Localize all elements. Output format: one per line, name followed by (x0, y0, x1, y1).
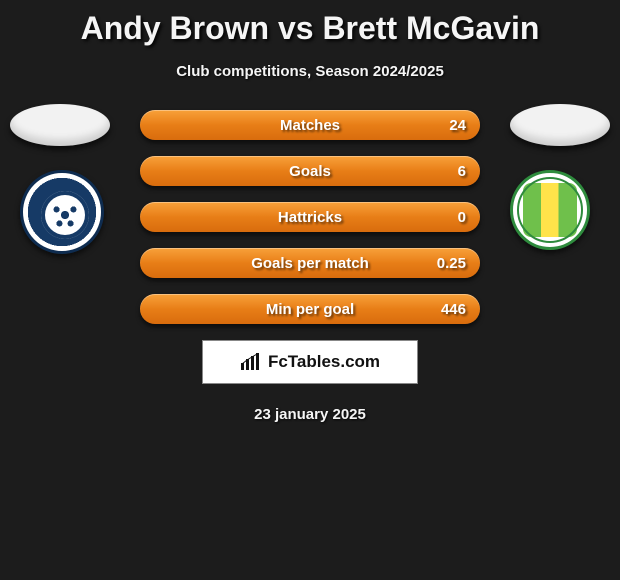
stat-row: Goals per match 0.25 (140, 248, 480, 278)
page-subtitle: Club competitions, Season 2024/2025 (0, 63, 620, 80)
stat-value: 0.25 (437, 248, 466, 278)
player-avatar-right (510, 104, 610, 146)
page-title: Andy Brown vs Brett McGavin (0, 0, 620, 47)
chart-bars-icon (240, 353, 262, 371)
brand-label: FcTables.com (268, 352, 380, 372)
stat-value: 0 (458, 202, 466, 232)
stat-row: Goals 6 (140, 156, 480, 186)
comparison-panel: Matches 24 Goals 6 Hattricks 0 Goals per… (0, 110, 620, 423)
stat-value: 446 (441, 294, 466, 324)
stat-label: Goals (140, 156, 480, 186)
stat-label: Goals per match (140, 248, 480, 278)
stat-label: Min per goal (140, 294, 480, 324)
brand-box[interactable]: FcTables.com (202, 340, 418, 384)
stat-value: 24 (449, 110, 466, 140)
player-avatar-left (10, 104, 110, 146)
generated-date: 23 january 2025 (0, 406, 620, 423)
stat-row: Min per goal 446 (140, 294, 480, 324)
club-badge-left (20, 170, 110, 260)
stat-label: Hattricks (140, 202, 480, 232)
stat-rows: Matches 24 Goals 6 Hattricks 0 Goals per… (140, 110, 480, 324)
stat-label: Matches (140, 110, 480, 140)
club-badge-right (510, 170, 600, 260)
stat-row: Matches 24 (140, 110, 480, 140)
stat-row: Hattricks 0 (140, 202, 480, 232)
stat-value: 6 (458, 156, 466, 186)
